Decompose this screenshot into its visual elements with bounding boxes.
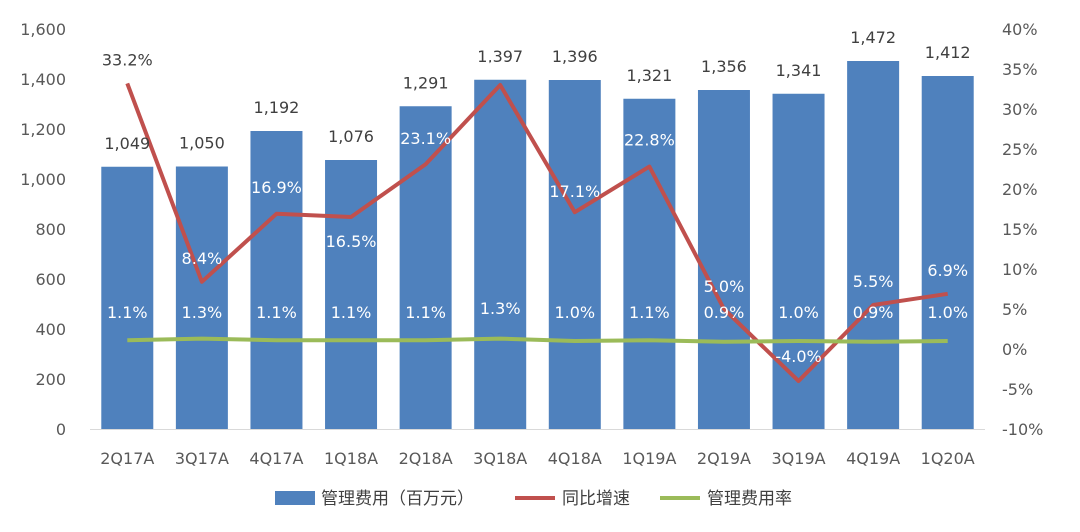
rate-value-label: 1.1% xyxy=(107,303,148,322)
bar xyxy=(697,90,750,429)
bar xyxy=(250,131,303,429)
rate-value-label: 1.0% xyxy=(778,303,819,322)
rate-value-label: 1.1% xyxy=(629,303,670,322)
x-tick-label: 3Q18A xyxy=(473,449,527,468)
right-tick-label: -5% xyxy=(1002,380,1033,399)
x-tick-label: 2Q17A xyxy=(100,449,154,468)
growth-value-label: 6.9% xyxy=(927,261,968,280)
legend-label-expense: 管理费用（百万元） xyxy=(321,489,474,509)
bar xyxy=(399,106,452,429)
growth-value-label: 8.4% xyxy=(182,249,223,268)
left-tick-label: 1,000 xyxy=(20,170,66,189)
x-axis: 2Q17A 3Q17A 4Q17A 1Q18A 2Q18A 3Q18A 4Q18A 1Q19A… xyxy=(100,449,975,468)
bar-series xyxy=(101,61,974,429)
bar-value-label: 1,291 xyxy=(403,73,449,92)
legend-label-growth: 同比增速 xyxy=(562,489,630,509)
growth-value-label: 16.5% xyxy=(326,232,377,251)
expense-rate-line xyxy=(127,336,948,344)
left-tick-label: 1,400 xyxy=(20,70,66,89)
growth-value-label: 22.8% xyxy=(624,131,675,150)
right-tick-label: 10% xyxy=(1002,260,1038,279)
bar xyxy=(325,160,378,429)
growth-value-label: 17.1% xyxy=(549,182,600,201)
left-tick-label: 800 xyxy=(35,220,66,239)
left-tick-label: 600 xyxy=(35,270,66,289)
bar-value-label: 1,341 xyxy=(776,61,822,80)
right-tick-label: 35% xyxy=(1002,60,1038,79)
left-tick-label: 400 xyxy=(35,320,66,339)
bar-value-label: 1,321 xyxy=(626,66,672,85)
bar-value-label: 1,076 xyxy=(328,127,374,146)
right-tick-label: -10% xyxy=(1002,420,1043,439)
right-tick-label: 40% xyxy=(1002,20,1038,39)
bar-value-label: 1,397 xyxy=(477,47,523,66)
right-y-axis: -10% -5% 0% 5% 10% 15% 20% 25% 30% 35% 40% xyxy=(1002,20,1043,439)
legend-swatch-expense xyxy=(275,491,315,505)
right-tick-label: 5% xyxy=(1002,300,1027,319)
bar xyxy=(175,166,228,429)
bar xyxy=(101,166,154,429)
data-labels: 1,049 1,050 1,192 1,076 1,291 1,397 1,396 1,321… xyxy=(102,28,971,366)
bar-value-label: 1,192 xyxy=(254,98,300,117)
bar-value-label: 1,472 xyxy=(850,28,896,47)
x-tick-label: 1Q19A xyxy=(622,449,676,468)
bar xyxy=(623,98,676,429)
bar xyxy=(847,61,900,429)
bar-value-label: 1,412 xyxy=(925,43,971,62)
x-tick-label: 1Q20A xyxy=(921,449,975,468)
x-tick-label: 2Q18A xyxy=(399,449,453,468)
right-tick-label: 15% xyxy=(1002,220,1038,239)
bar-value-label: 1,396 xyxy=(552,47,598,66)
growth-value-label: 33.0% xyxy=(475,59,526,78)
growth-value-label: 33.2% xyxy=(102,50,153,69)
bar xyxy=(772,93,825,429)
x-tick-label: 4Q18A xyxy=(548,449,602,468)
growth-value-label: 5.0% xyxy=(704,277,745,296)
x-tick-label: 4Q19A xyxy=(846,449,900,468)
x-tick-label: 4Q17A xyxy=(249,449,303,468)
rate-value-label: 0.9% xyxy=(704,303,745,322)
x-tick-label: 2Q19A xyxy=(697,449,751,468)
growth-line xyxy=(125,82,949,383)
bar xyxy=(921,76,974,429)
rate-value-label: 1.1% xyxy=(256,303,297,322)
growth-value-label: -4.0% xyxy=(775,347,821,366)
line-series xyxy=(125,82,949,383)
bar-value-label: 1,356 xyxy=(701,57,747,76)
legend-label-rate: 管理费用率 xyxy=(707,489,792,509)
x-tick-label: 1Q18A xyxy=(324,449,378,468)
left-tick-label: 200 xyxy=(35,370,66,389)
rate-value-label: 1.1% xyxy=(331,303,372,322)
bar xyxy=(548,80,601,429)
growth-value-label: 23.1% xyxy=(400,129,451,148)
bar-value-label: 1,049 xyxy=(104,134,150,153)
left-tick-label: 1,200 xyxy=(20,120,66,139)
left-y-axis: 0 200 400 600 800 1,000 1,200 1,400 1,600 xyxy=(20,20,66,439)
right-tick-label: 20% xyxy=(1002,180,1038,199)
rate-value-label: 1.1% xyxy=(405,303,446,322)
growth-value-label: 16.9% xyxy=(251,178,302,197)
x-tick-label: 3Q17A xyxy=(175,449,229,468)
legend: 管理费用（百万元） 同比增速 管理费用率 xyxy=(275,489,792,509)
right-tick-label: 25% xyxy=(1002,140,1038,159)
rate-value-label: 1.3% xyxy=(182,303,223,322)
rate-value-label: 1.0% xyxy=(927,303,968,322)
rate-value-label: 0.9% xyxy=(853,303,894,322)
bar xyxy=(474,79,527,429)
growth-value-label: 5.5% xyxy=(853,272,894,291)
bar-value-label: 1,050 xyxy=(179,134,225,153)
rate-value-label: 1.3% xyxy=(480,299,521,318)
left-tick-label: 0 xyxy=(56,420,66,439)
rate-value-label: 1.0% xyxy=(554,303,595,322)
x-tick-label: 3Q19A xyxy=(772,449,826,468)
right-tick-label: 30% xyxy=(1002,100,1038,119)
right-tick-label: 0% xyxy=(1002,340,1027,359)
left-tick-label: 1,600 xyxy=(20,20,66,39)
